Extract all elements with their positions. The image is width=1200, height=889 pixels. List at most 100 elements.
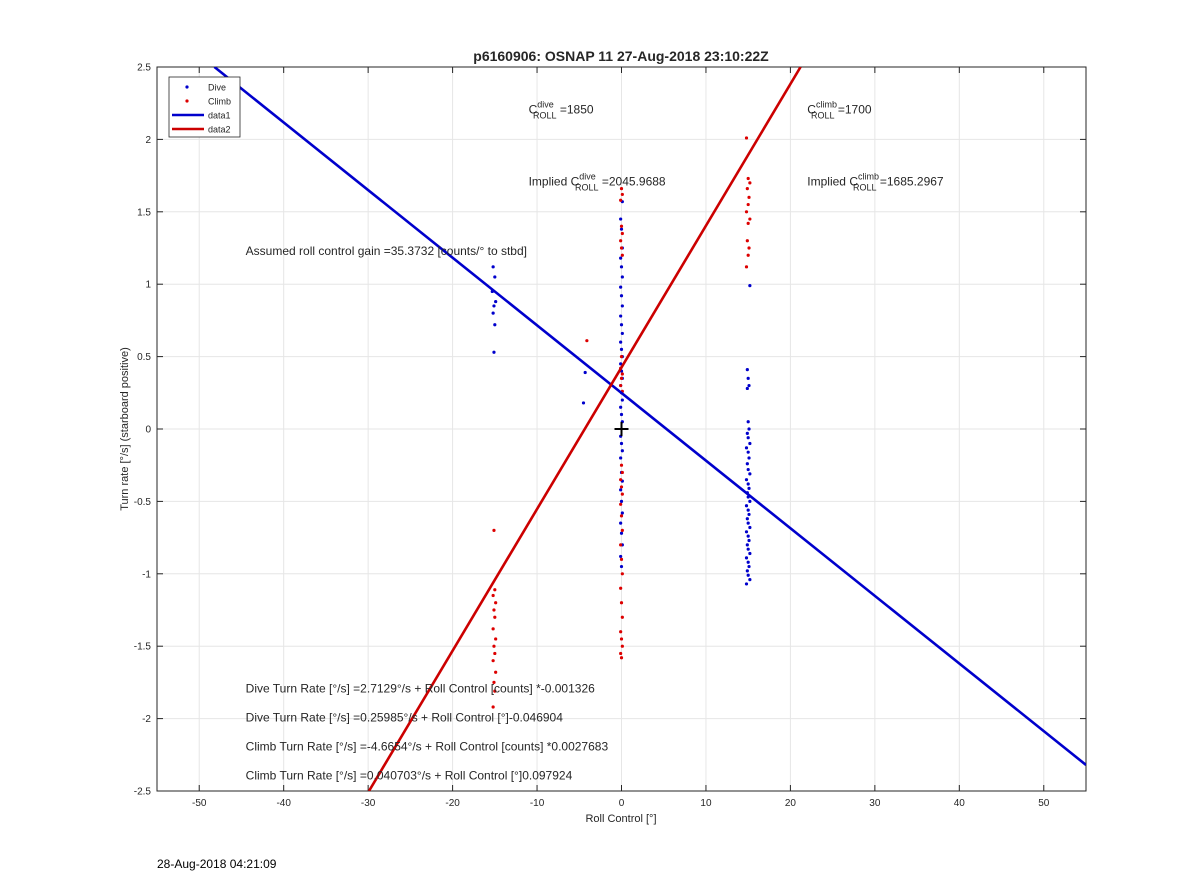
climb-point xyxy=(619,376,624,380)
climb-point xyxy=(619,198,623,202)
dive-point xyxy=(619,340,623,344)
dive-point xyxy=(745,517,749,521)
dive-point xyxy=(744,530,749,534)
dive-point xyxy=(494,299,498,304)
legend-climb-swatch xyxy=(185,99,189,103)
climb-point xyxy=(748,217,752,221)
dive-point xyxy=(748,472,752,476)
annotation-subscript: ROLL xyxy=(811,110,835,120)
y-tick-label: 2.5 xyxy=(137,63,151,74)
climb-point xyxy=(491,659,495,663)
dive-point xyxy=(748,499,752,503)
annotation-climb-counts: Climb Turn Rate [°/s] =-4.6654°/s + Roll… xyxy=(246,739,609,753)
dive-point xyxy=(619,265,624,269)
dive-point xyxy=(744,446,749,450)
annotation-subscript: ROLL xyxy=(533,110,557,120)
annotation-base: C xyxy=(529,102,538,116)
x-tick-label: 50 xyxy=(1038,798,1050,809)
y-tick-label: 0 xyxy=(145,425,151,436)
climb-point xyxy=(619,355,624,359)
climb-point xyxy=(619,586,623,590)
y-tick-label: 0.5 xyxy=(137,352,151,363)
dive-point xyxy=(746,560,750,564)
plot-frame xyxy=(156,66,1087,792)
dive-point xyxy=(493,323,497,327)
annotation-implied-climb: Implied Cclimb ROLL =1685.2967 xyxy=(807,172,944,193)
dive-point xyxy=(619,554,623,559)
climb-point xyxy=(619,478,623,482)
dive-point xyxy=(746,534,750,538)
dive-point xyxy=(744,478,749,482)
x-axis-label: Roll Control [°] xyxy=(585,813,656,825)
climb-point xyxy=(619,502,623,506)
dive-point xyxy=(744,582,749,586)
legend-data2-label: data2 xyxy=(208,125,231,135)
climb-point xyxy=(619,224,624,228)
dive-point xyxy=(748,441,752,446)
climb-point xyxy=(748,181,752,185)
legend[interactable]: Dive Climb data1 data2 xyxy=(168,76,241,138)
legend-box xyxy=(168,76,241,138)
dive-point xyxy=(746,521,750,525)
x-tick-label: -20 xyxy=(445,798,460,809)
dive-point xyxy=(746,420,750,424)
climb-point xyxy=(620,572,624,576)
climb-point xyxy=(620,615,624,619)
climb-point xyxy=(494,670,498,674)
dive-point xyxy=(619,456,623,460)
dive-point xyxy=(619,227,624,231)
dive-point xyxy=(491,265,495,269)
dive-point xyxy=(619,499,624,503)
climb-point xyxy=(491,627,495,631)
y-tick-label: -2 xyxy=(142,714,151,725)
y-axis-label: Turn rate [°/s] (starboard positive) xyxy=(119,347,131,511)
dive-point xyxy=(492,304,496,308)
dive-point xyxy=(747,383,751,388)
dive-point xyxy=(747,427,751,431)
footer-timestamp: 28-Aug-2018 04:21:09 xyxy=(157,857,277,871)
climb-point xyxy=(619,637,624,641)
climb-point xyxy=(747,246,751,250)
dive-point xyxy=(747,486,751,490)
climb-point xyxy=(493,651,497,656)
y-tick-label: 1 xyxy=(145,280,151,291)
climb-point xyxy=(491,593,495,598)
dive-point xyxy=(619,323,624,327)
dive-point xyxy=(620,398,624,402)
x-tick-label: 40 xyxy=(954,798,966,809)
dive-point xyxy=(619,531,624,535)
dive-point xyxy=(492,350,496,354)
annotation-dive-deg: Dive Turn Rate [°/s] =0.25985°/s + Roll … xyxy=(246,710,564,724)
climb-point xyxy=(492,644,496,648)
y-tick-label: -1 xyxy=(142,569,151,580)
climb-point xyxy=(494,637,498,641)
climb-point xyxy=(744,210,749,214)
x-tick-label: -50 xyxy=(192,798,207,809)
x-tick-label: 30 xyxy=(869,798,881,809)
fit-lines-layer xyxy=(213,67,1086,791)
climb-point xyxy=(492,528,496,532)
annotation-subscript: ROLL xyxy=(853,183,877,193)
annotation-base: C xyxy=(807,102,816,116)
dive-point xyxy=(745,569,749,573)
dive-point xyxy=(619,256,623,260)
y-tick-label: 1.5 xyxy=(137,207,151,218)
dive-point xyxy=(619,488,623,492)
annotation-subscript: ROLL xyxy=(575,183,599,193)
dive-point xyxy=(745,386,749,391)
dive-point xyxy=(620,449,624,453)
dive-point xyxy=(619,405,623,409)
data2-line xyxy=(367,67,802,791)
legend-dive-label: Dive xyxy=(208,83,226,93)
annotation-value: =2045.9688 xyxy=(599,175,666,189)
climb-point xyxy=(619,557,624,561)
dive-point xyxy=(744,556,749,560)
climb-point xyxy=(619,187,624,191)
legend-climb-label: Climb xyxy=(208,97,231,107)
annotation-climb-deg: Climb Turn Rate [°/s] =0.040703°/s + Rol… xyxy=(246,768,573,782)
dive-point xyxy=(746,376,750,380)
dive-point xyxy=(620,511,624,515)
y-tick-label: 2 xyxy=(145,135,151,146)
dive-point xyxy=(620,275,624,279)
annotation-value: =1685.2967 xyxy=(877,175,944,189)
